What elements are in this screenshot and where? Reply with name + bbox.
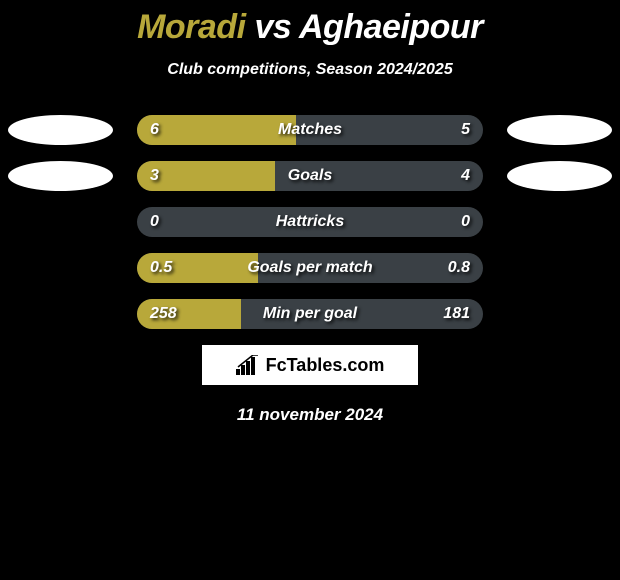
subtitle: Club competitions, Season 2024/2025 <box>0 61 620 79</box>
page-title: Moradi vs Aghaeipour <box>0 8 620 47</box>
branding-badge: FcTables.com <box>202 345 418 385</box>
player1-pill <box>8 161 113 191</box>
player1-name: Moradi <box>137 8 245 46</box>
player2-name: Aghaeipour <box>299 8 483 46</box>
stat-row: 65Matches <box>0 115 620 145</box>
date-text: 11 november 2024 <box>0 405 620 425</box>
chart-icon <box>236 355 260 375</box>
stat-row: 258181Min per goal <box>0 299 620 329</box>
stat-label: Hattricks <box>137 207 483 237</box>
branding-text: FcTables.com <box>266 355 385 376</box>
stat-row: 00Hattricks <box>0 207 620 237</box>
stats-card: Moradi vs Aghaeipour Club competitions, … <box>0 0 620 580</box>
stat-label: Min per goal <box>137 299 483 329</box>
player1-pill <box>8 115 113 145</box>
stat-label: Goals per match <box>137 253 483 283</box>
stat-label: Matches <box>137 115 483 145</box>
vs-text: vs <box>254 8 291 46</box>
stat-row: 34Goals <box>0 161 620 191</box>
stats-rows: 65Matches 34Goals 00Hattricks 0.50.8Goals p… <box>0 115 620 329</box>
stat-label: Goals <box>137 161 483 191</box>
stat-row: 0.50.8Goals per match <box>0 253 620 283</box>
player2-pill <box>507 115 612 145</box>
player2-pill <box>507 161 612 191</box>
